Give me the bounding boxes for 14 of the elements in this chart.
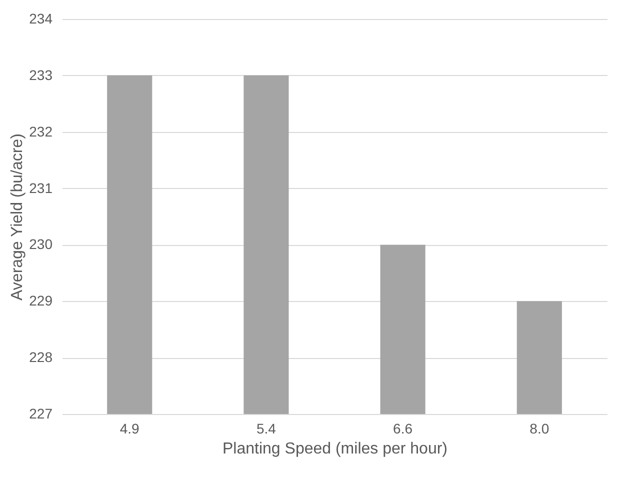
y-tick-label: 230 bbox=[29, 236, 53, 252]
y-tick-label: 228 bbox=[29, 349, 53, 366]
x-tick-label: 6.6 bbox=[393, 420, 413, 436]
y-tick-label: 229 bbox=[29, 292, 53, 309]
x-tick-label: 5.4 bbox=[256, 420, 276, 436]
y-tick-label: 232 bbox=[29, 123, 53, 140]
x-axis-title: Planting Speed (miles per hour) bbox=[222, 440, 448, 458]
x-tick-label: 8.0 bbox=[530, 420, 550, 436]
y-tick-label: 233 bbox=[29, 66, 53, 83]
y-tick-label: 231 bbox=[29, 180, 53, 196]
y-tick-label: 234 bbox=[29, 10, 53, 26]
x-tick-label: 4.9 bbox=[120, 420, 140, 436]
y-tick-label: 227 bbox=[29, 406, 53, 422]
y-axis-title: Average Yield (bu/acre) bbox=[9, 134, 26, 300]
